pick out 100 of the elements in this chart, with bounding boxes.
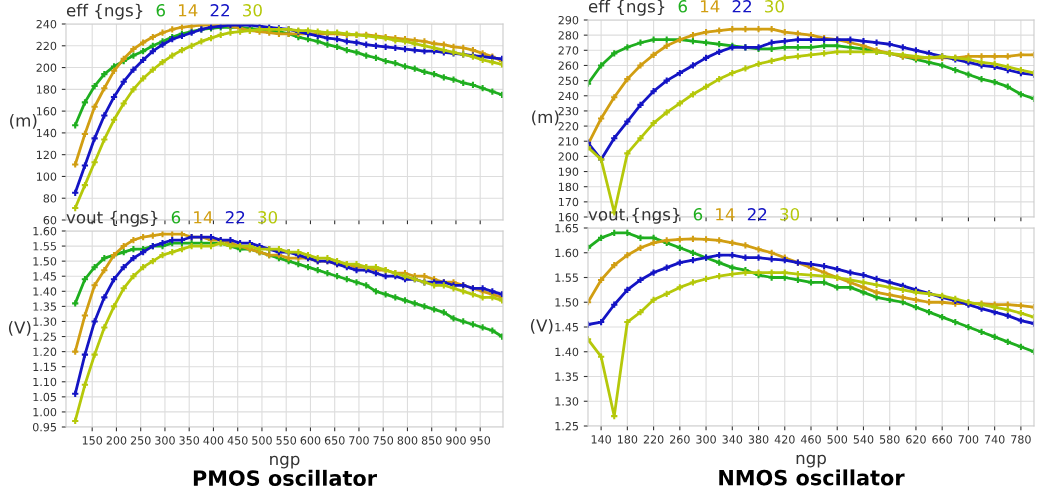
y-tick-label: 250 [558,76,579,85]
y-tick-label: 1.30 [555,397,579,406]
x-tick-label: 420 [774,435,795,444]
x-axis-title: ngp [270,455,300,469]
y-tick-label: 140 [36,128,57,138]
y-tick-label: 1.20 [33,347,57,356]
x-tick-label: 150 [82,436,103,445]
x-tick-label: 800 [397,436,418,445]
x-tick-label: 300 [155,436,175,445]
y-tick-label: 170 [558,197,579,207]
y-tick-label: 200 [558,152,579,161]
y-tick-label: 1.55 [555,273,578,282]
text: 22 [747,208,767,221]
y-tick-label: 200 [36,63,57,72]
legend-title: vout {ngs} [66,210,158,227]
text: PMOS oscillator [193,469,377,486]
y-tick-label: 0.95 [32,422,56,432]
y-tick-label: 1.45 [33,272,56,281]
series-label: 6 [156,4,165,17]
y-tick-label: 1.60 [555,248,579,258]
y-tick-label: 220 [558,122,579,131]
legend-title: vout {ngs} [588,207,680,224]
y-tick-label: 260 [558,61,579,70]
x-tick-label: 380 [748,435,769,444]
series-label: 22 [225,211,245,224]
x-axis-title: ngp [796,454,826,468]
x-tick-label: 550 [276,436,297,445]
x-tick-label: 620 [906,435,926,444]
x-tick-label: 740 [984,435,1005,444]
x-tick-label: 660 [932,435,953,444]
series-label: 30 [258,211,278,224]
x-tick-label: 300 [696,435,716,444]
text: 30 [780,208,800,221]
y-axis-title: (V) [530,318,553,334]
y-tick-label: 160 [36,107,57,116]
y-tick-label: 1.40 [555,347,579,357]
y-tick-label: 1.10 [33,377,57,387]
y-tick-label: 1.65 [555,223,578,233]
x-tick-label: 700 [958,435,979,444]
series-label: 6 [678,0,687,13]
y-tick-label: 100 [36,172,57,181]
y-tick-label: 1.40 [33,287,57,296]
series-label: 14 [194,211,213,224]
series-label: 14 [178,4,198,17]
x-tick-label: 850 [421,436,442,445]
y-tick-label: 220 [36,41,57,51]
x-tick-label: 600 [300,436,321,445]
x-tick-label: 900 [446,436,466,445]
x-tick-label: 260 [670,435,690,444]
y-tick-label: 210 [558,137,579,146]
y-axis-title: (m) [10,113,37,129]
series-label: 6 [693,208,703,221]
x-tick-label: 350 [179,436,200,445]
series-label: 14 [716,208,735,221]
y-tick-label: 1.50 [33,257,57,266]
y-tick-label: 1.05 [33,392,56,402]
y-tick-label: 1.50 [555,298,579,307]
x-tick-label: 140 [591,435,611,444]
x-tick-label: 220 [643,435,664,444]
y-tick-label: 240 [36,19,57,29]
series-label: 22 [732,0,751,13]
legend-title: eff {ngs} [66,3,143,20]
y-tick-label: 1.35 [555,372,578,381]
y-tick-label: 1.30 [33,317,57,326]
y-tick-label: 1.25 [33,332,56,341]
x-tick-label: 340 [722,435,743,444]
series-label: 30 [243,4,262,17]
x-tick-label: 700 [349,436,369,445]
y-tick-label: 80 [43,194,57,203]
y-tick-label: 1.35 [33,302,56,311]
y-tick-label: 270 [558,46,579,55]
y-tick-label: 160 [558,212,579,222]
x-tick-label: 950 [470,436,491,445]
series-label: 14 [700,0,720,13]
y-tick-label: 1.60 [33,226,57,236]
y-axis-title: (m) [532,110,559,126]
y-axis-title: (V) [8,320,31,336]
text: 30 [765,0,784,13]
x-tick-label: 450 [227,436,248,445]
x-tick-label: 400 [203,436,224,445]
y-tick-label: 1.15 [33,362,56,372]
x-tick-label: 650 [324,436,345,445]
x-tick-label: 580 [879,435,900,444]
x-tick-label: 200 [106,436,127,445]
y-tick-label: 180 [36,85,57,94]
y-tick-label: 190 [558,167,579,176]
series-label: 22 [210,4,229,17]
series-label: 6 [171,211,181,224]
x-tick-label: 250 [130,436,151,445]
y-tick-label: 1.55 [33,242,56,251]
x-tick-label: 500 [252,436,272,445]
y-tick-label: 290 [558,15,579,25]
y-tick-label: 60 [43,215,57,225]
y-tick-label: 1.00 [33,407,57,417]
y-tick-label: 280 [558,31,579,40]
y-tick-label: 230 [558,106,579,116]
y-tick-label: 120 [36,150,57,160]
y-tick-label: 1.25 [555,421,578,431]
x-tick-label: 180 [617,435,638,444]
x-tick-label: 500 [827,435,848,444]
